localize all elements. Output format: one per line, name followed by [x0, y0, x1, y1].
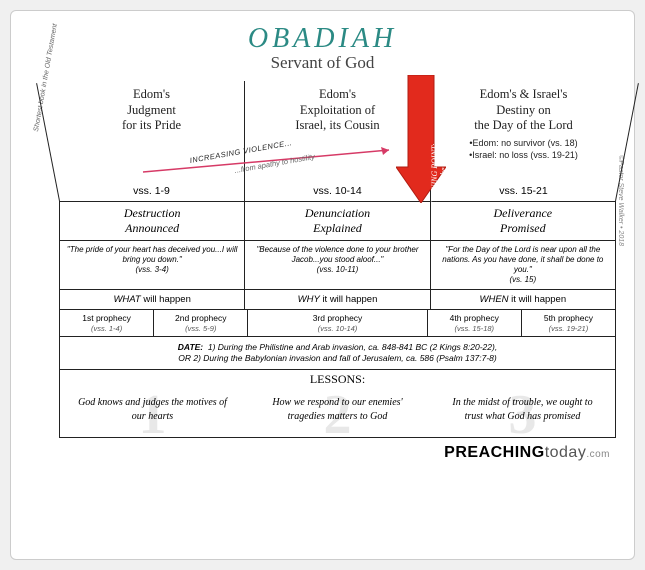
date-note: DATE: 1) During the Philistine and Arab …	[60, 336, 615, 369]
quote-2-text: "Because of the violence done to your br…	[256, 245, 418, 264]
verses-2: vss. 10-14	[245, 185, 430, 197]
question-3-rest: it will happen	[509, 294, 567, 305]
theme-1: Destruction Announced	[60, 202, 244, 240]
top-subnote-3: •Edom: no survivor (vs. 18) •Israel: no …	[437, 138, 610, 161]
book-title: OBADIAH	[29, 23, 616, 55]
question-2: WHY it will happen	[244, 290, 429, 309]
chart-card: OBADIAH Servant of God Shortest book in …	[10, 10, 635, 560]
quote-2-ref: (vss. 10-11)	[317, 265, 359, 274]
theme-3: Deliverance Promised	[430, 202, 615, 240]
question-3-em: WHEN	[480, 294, 509, 305]
themes-row: Destruction Announced Denunciation Expla…	[60, 202, 615, 240]
prophecy-4-ref: (vss. 15-18)	[454, 324, 494, 333]
prophecy-2-ref: (vss. 5-9)	[185, 324, 216, 333]
prophecies-row: 1st prophecy (vss. 1-4) 2nd prophecy (vs…	[60, 309, 615, 336]
lesson-3-text: In the midst of trouble, we ought to tru…	[444, 396, 601, 423]
questions-row: WHAT will happen WHY it will happen WHEN…	[60, 289, 615, 309]
lesson-2: 2 How we respond to our enemies' tragedi…	[245, 372, 430, 437]
top-heading-1: Edom's Judgment for its Pride	[65, 87, 238, 134]
prophecy-3: 3rd prophecy (vss. 10-14)	[247, 310, 426, 336]
top-panel-row: Edom's Judgment for its Pride vss. 1-9 E…	[59, 81, 616, 201]
quote-1-ref: (vss. 3-4)	[135, 265, 168, 274]
prophecy-4: 4th prophecy (vss. 15-18)	[427, 310, 521, 336]
quote-3-ref: (vs. 15)	[509, 275, 536, 284]
top-heading-2: Edom's Exploitation of Israel, its Cousi…	[251, 87, 424, 134]
question-3: WHEN it will happen	[430, 290, 615, 309]
date-text: 1) During the Philistine and Arab invasi…	[178, 342, 497, 363]
question-1-em: WHAT	[113, 294, 140, 305]
top-heading-3: Edom's & Israel's Destiny on the Day of …	[437, 87, 610, 134]
chart-body: Shortest book in the Old Testament ©Past…	[29, 81, 616, 462]
lesson-2-text: How we respond to our enemies' tragedies…	[259, 396, 416, 423]
verses-1: vss. 1-9	[59, 185, 244, 197]
lesson-3: 3 In the midst of trouble, we ought to t…	[430, 372, 615, 437]
top-panel-1: Edom's Judgment for its Pride vss. 1-9	[59, 81, 244, 201]
verses-3: vss. 15-21	[431, 185, 616, 197]
question-2-em: WHY	[298, 294, 320, 305]
lesson-1: 1 God knows and judges the motives of ou…	[60, 372, 245, 437]
quote-1-text: "The pride of your heart has deceived yo…	[67, 245, 237, 264]
top-panel-3: Edom's & Israel's Destiny on the Day of …	[430, 81, 616, 201]
question-1: WHAT will happen	[60, 290, 244, 309]
structure-grid: Destruction Announced Denunciation Expla…	[59, 201, 616, 438]
prophecy-3-label: 3rd prophecy	[313, 313, 363, 323]
prophecy-4-label: 4th prophecy	[450, 313, 499, 323]
quote-1: "The pride of your heart has deceived yo…	[60, 241, 244, 289]
book-subtitle: Servant of God	[29, 53, 616, 73]
prophecy-2: 2nd prophecy (vss. 5-9)	[153, 310, 247, 336]
question-1-rest: will happen	[141, 294, 191, 305]
lesson-1-text: God knows and judges the motives of our …	[74, 396, 231, 423]
quote-3: "For the Day of the Lord is near upon al…	[430, 241, 615, 289]
prophecy-5: 5th prophecy (vss. 19-21)	[521, 310, 615, 336]
prophecy-5-label: 5th prophecy	[544, 313, 593, 323]
quote-3-text: "For the Day of the Lord is near upon al…	[442, 245, 603, 274]
prophecy-5-ref: (vss. 19-21)	[549, 324, 589, 333]
question-2-rest: it will happen	[320, 294, 378, 305]
quote-2: "Because of the violence done to your br…	[244, 241, 429, 289]
prophecy-1: 1st prophecy (vss. 1-4)	[60, 310, 153, 336]
prophecy-1-label: 1st prophecy	[82, 313, 131, 323]
prophecy-1-ref: (vss. 1-4)	[91, 324, 122, 333]
prophecy-2-label: 2nd prophecy	[175, 313, 227, 323]
trapezoid-edge-left	[36, 83, 60, 201]
quotes-row: "The pride of your heart has deceived yo…	[60, 240, 615, 289]
theme-2: Denunciation Explained	[244, 202, 429, 240]
prophecy-3-ref: (vss. 10-14)	[318, 324, 358, 333]
lessons-row: LESSONS: 1 God knows and judges the moti…	[60, 369, 615, 437]
trapezoid-edge-right	[615, 83, 639, 201]
